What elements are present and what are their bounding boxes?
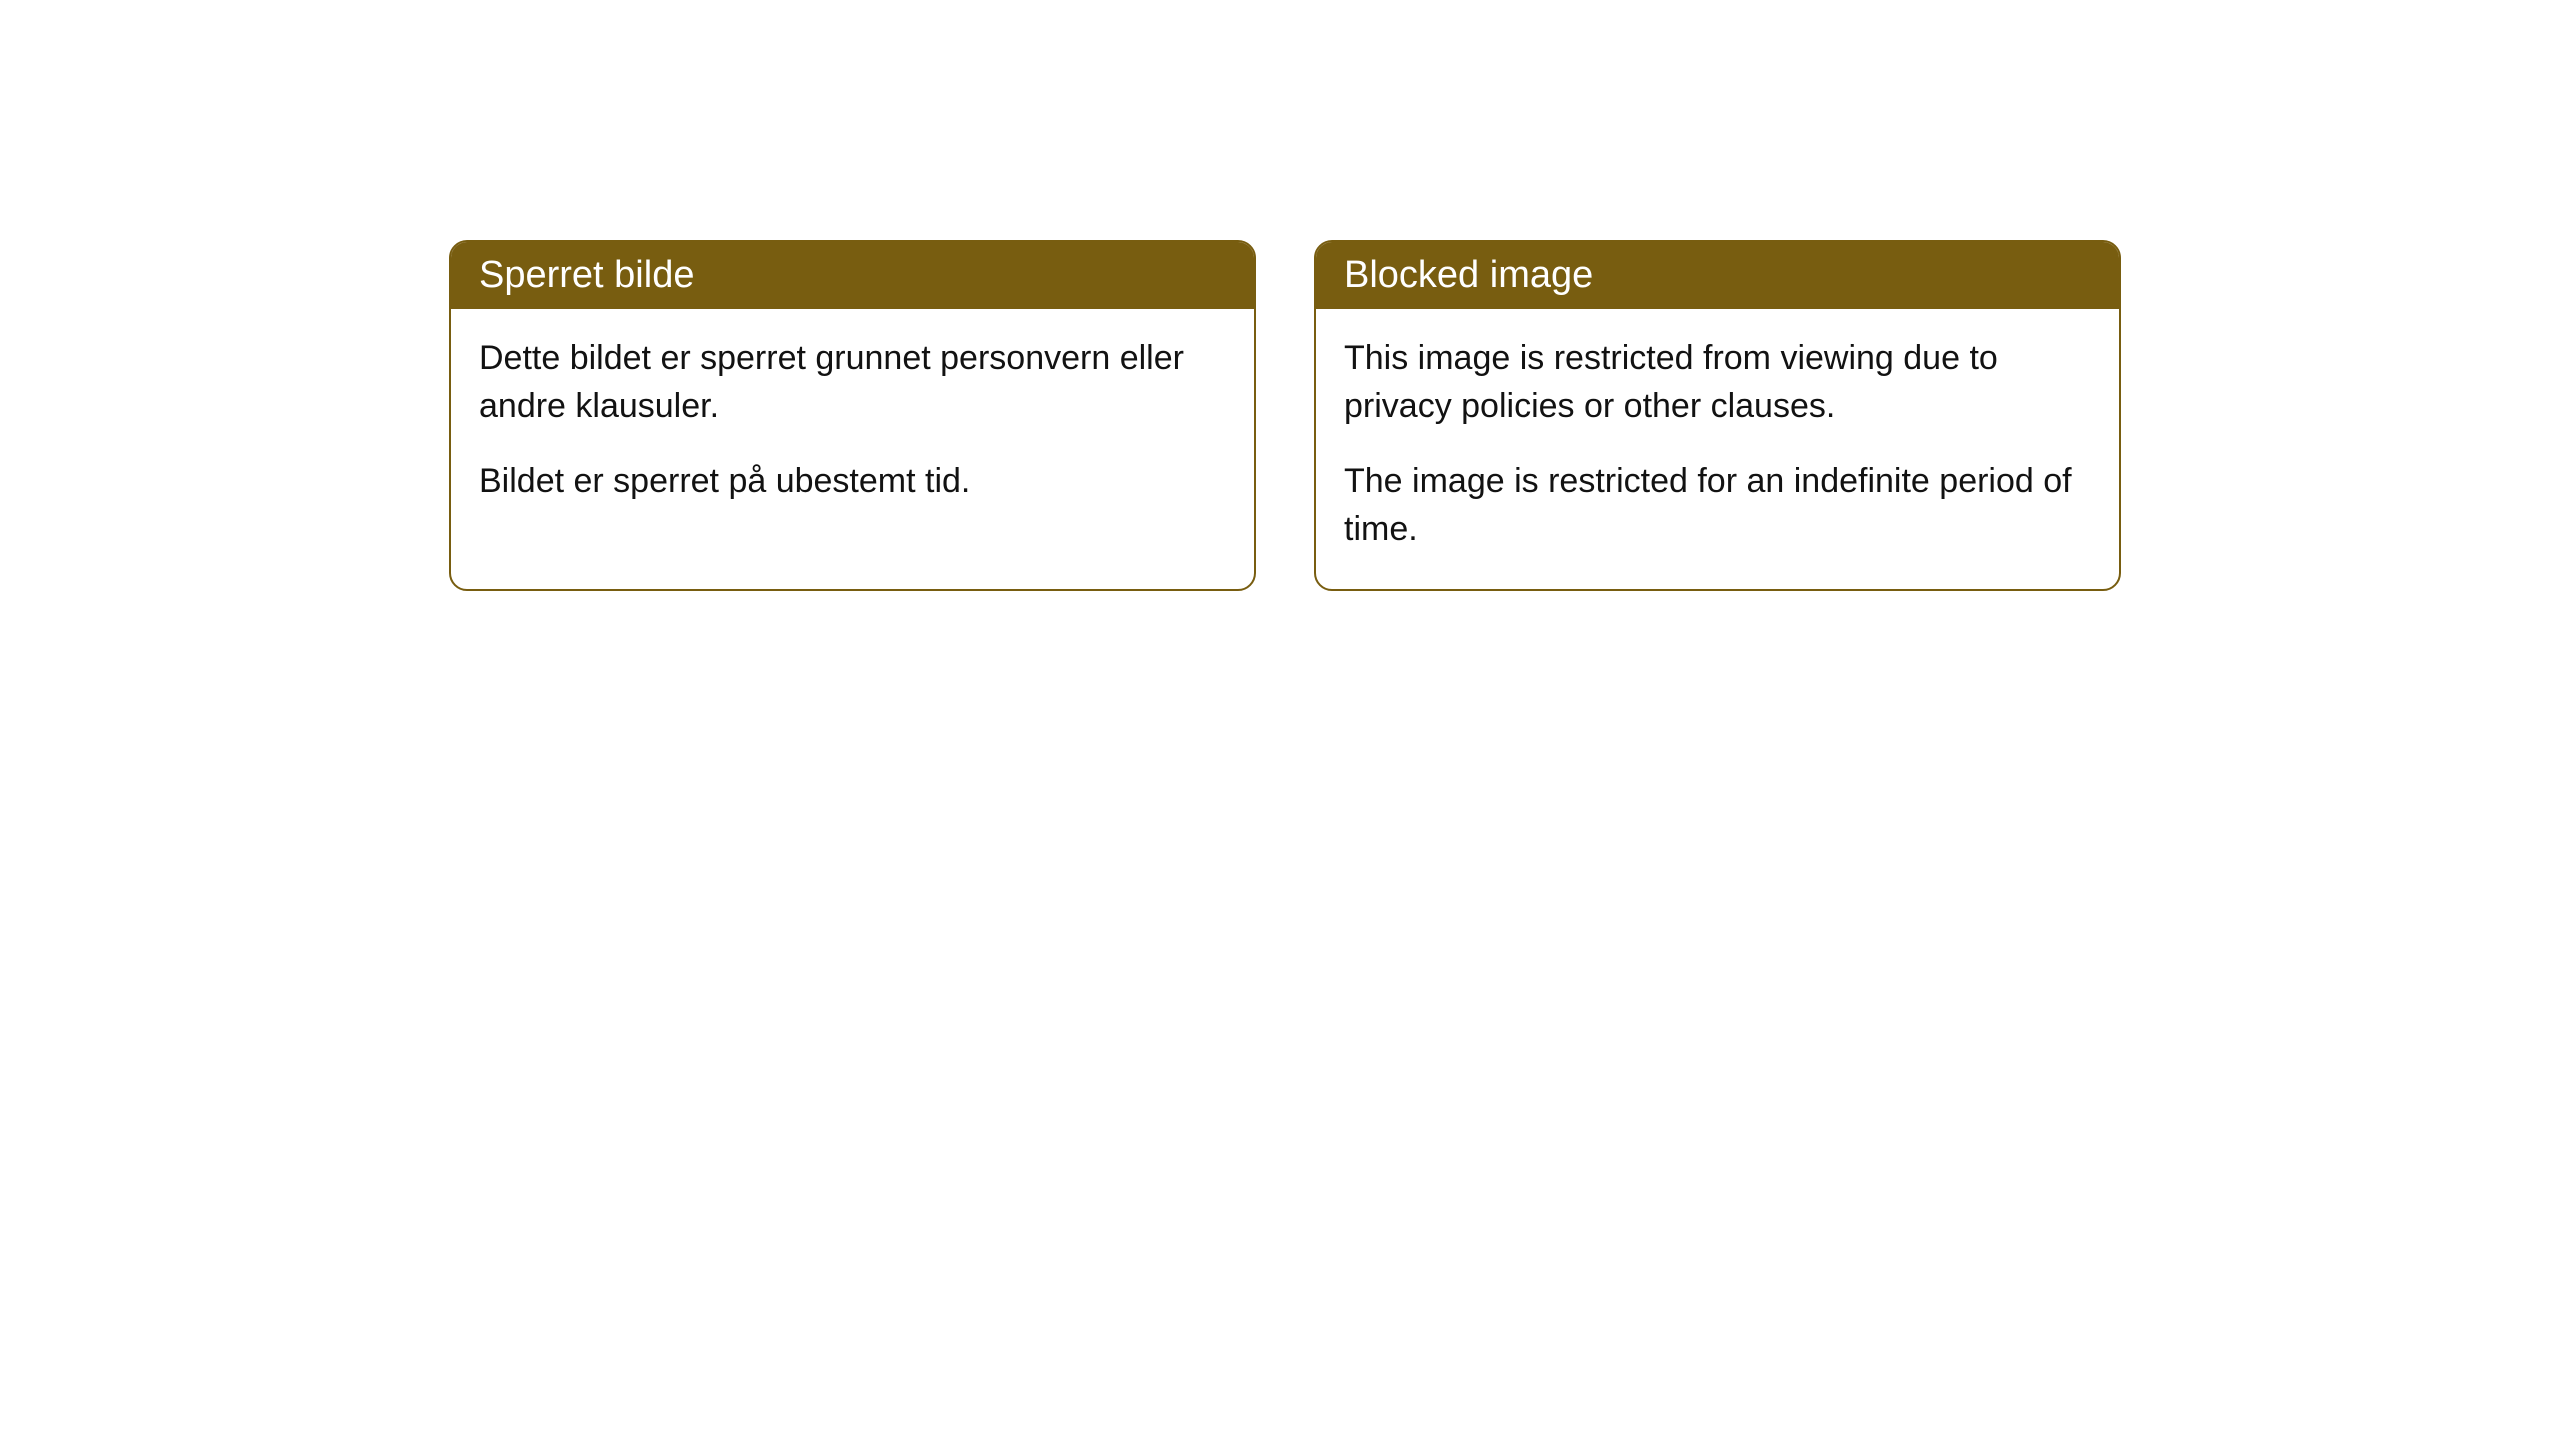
- card-paragraph: The image is restricted for an indefinit…: [1344, 458, 2091, 553]
- card-body: Dette bildet er sperret grunnet personve…: [451, 309, 1254, 542]
- card-title: Blocked image: [1344, 254, 1593, 296]
- card-header: Sperret bilde: [451, 242, 1254, 309]
- blocked-image-card-en: Blocked image This image is restricted f…: [1314, 240, 2121, 591]
- card-paragraph: Dette bildet er sperret grunnet personve…: [479, 335, 1226, 430]
- card-paragraph: Bildet er sperret på ubestemt tid.: [479, 458, 1226, 506]
- card-paragraph: This image is restricted from viewing du…: [1344, 335, 2091, 430]
- card-title: Sperret bilde: [479, 254, 694, 296]
- notice-cards-container: Sperret bilde Dette bildet er sperret gr…: [449, 240, 2560, 591]
- blocked-image-card-no: Sperret bilde Dette bildet er sperret gr…: [449, 240, 1256, 591]
- card-body: This image is restricted from viewing du…: [1316, 309, 2119, 589]
- card-header: Blocked image: [1316, 242, 2119, 309]
